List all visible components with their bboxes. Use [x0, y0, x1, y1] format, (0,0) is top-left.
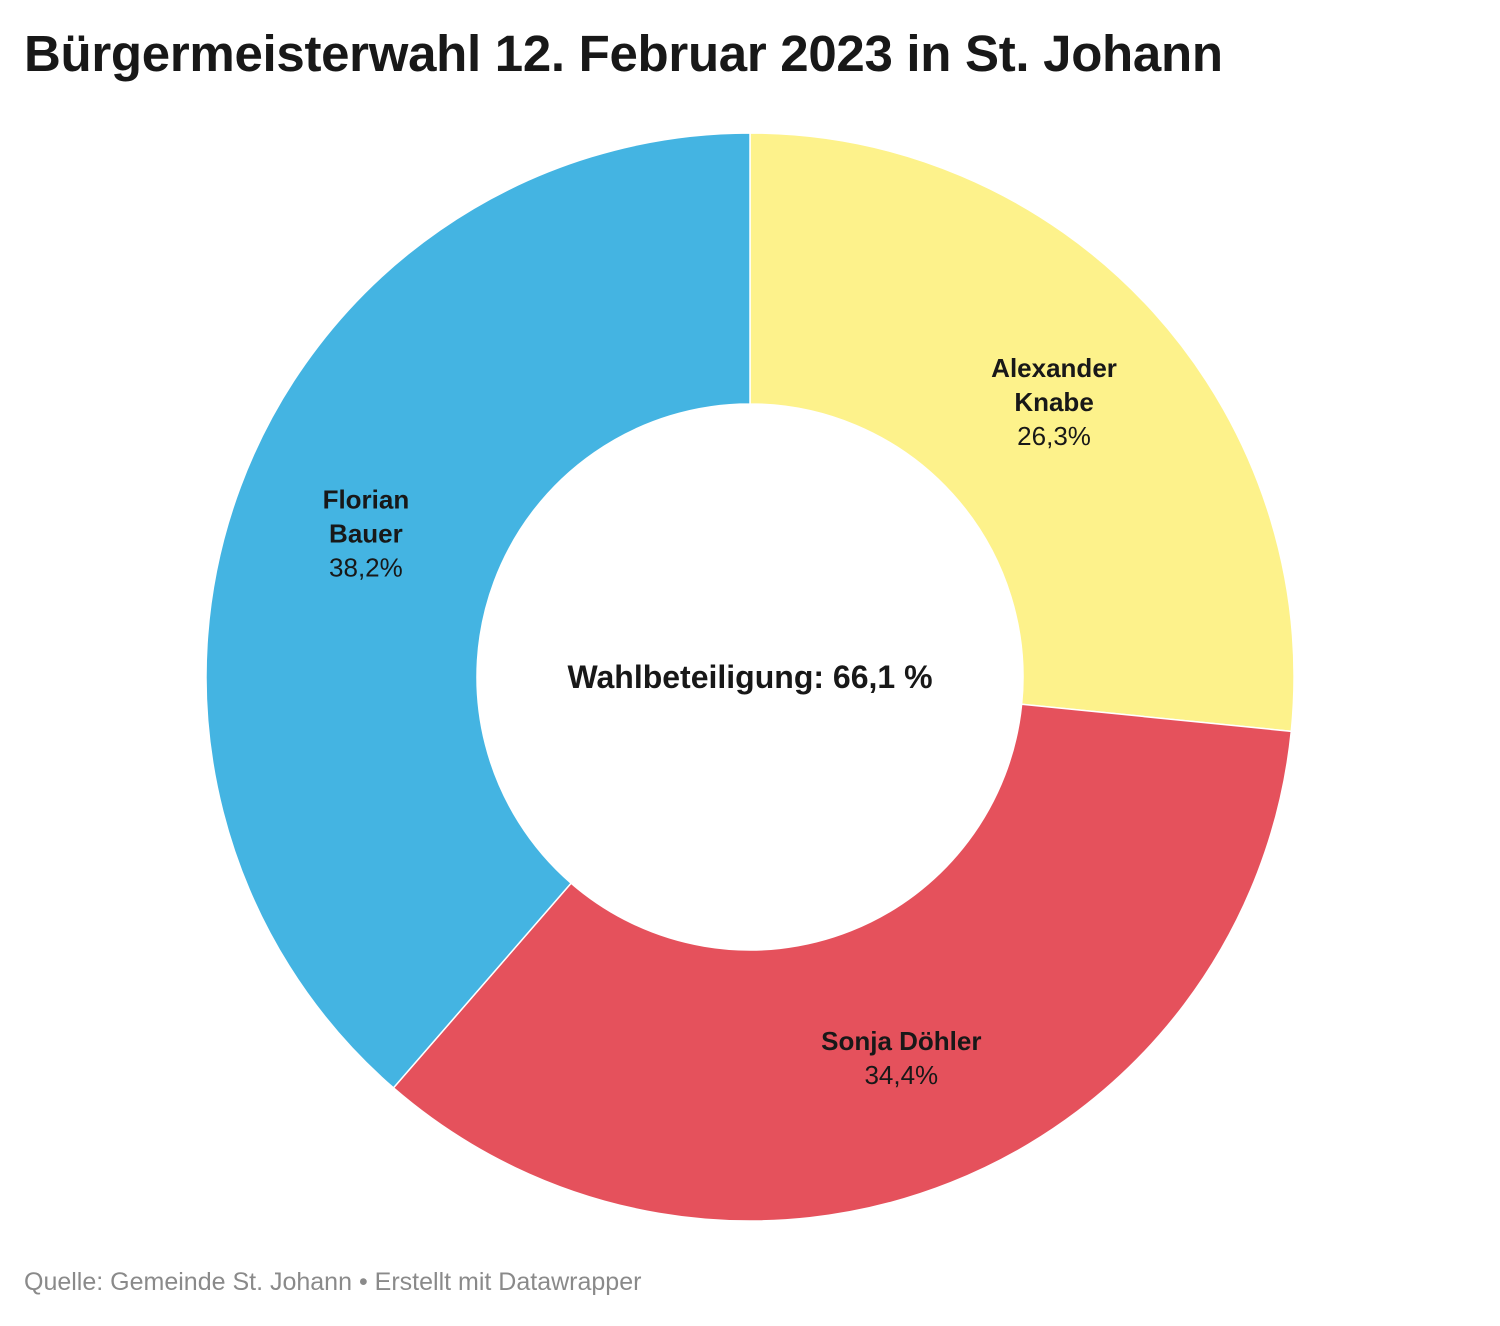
- slice-value-label: 34,4%: [864, 1060, 938, 1090]
- turnout-center-label: Wahlbeteiligung: 66,1 %: [567, 659, 932, 695]
- slice-name-line: Alexander: [991, 353, 1117, 383]
- slice-label-2: Florian Bauer 38,2%: [323, 485, 410, 583]
- slice-label-0: Alexander Knabe 26,3%: [991, 353, 1117, 451]
- chart-title: Bürgermeisterwahl 12. Februar 2023 in St…: [24, 25, 1223, 82]
- slice-labels: Alexander Knabe 26,3% Sonja Döhler 34,4% Flor…: [323, 353, 1117, 1090]
- donut-slice-1[interactable]: [392, 703, 1293, 1222]
- donut-slices: [205, 132, 1295, 1222]
- donut-slice-0[interactable]: [749, 132, 1295, 733]
- chart-footer: Quelle: Gemeinde St. Johann • Erstellt m…: [24, 1268, 641, 1297]
- slice-name-line: Knabe: [1014, 387, 1093, 417]
- credit-text: Erstellt mit Datawrapper: [374, 1268, 642, 1296]
- slice-value-label: 26,3%: [1017, 421, 1091, 451]
- source-prefix: Quelle:: [24, 1268, 104, 1296]
- slice-name-line: Florian: [323, 485, 410, 515]
- slice-name-line: Bauer: [329, 519, 403, 549]
- slice-value-label: 38,2%: [329, 553, 403, 583]
- footer-separator: •: [358, 1268, 368, 1296]
- slice-label-1: Sonja Döhler 34,4%: [821, 1026, 981, 1090]
- slice-name-line: Sonja Döhler: [821, 1026, 981, 1056]
- donut-slice-2[interactable]: [205, 132, 751, 1089]
- source-name: Gemeinde St. Johann: [110, 1268, 352, 1296]
